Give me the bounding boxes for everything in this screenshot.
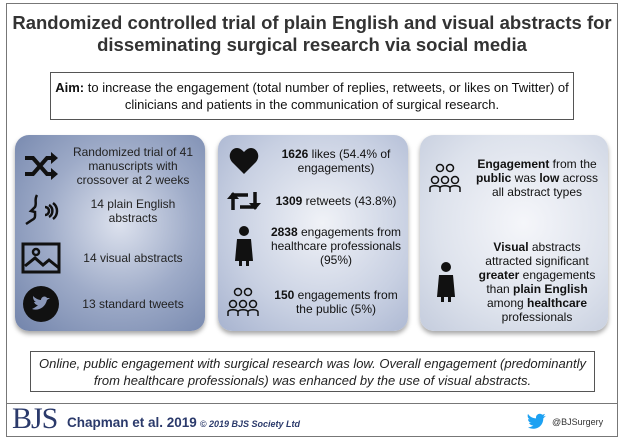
aim-box: Aim: to increase the engagement (total n… xyxy=(50,72,574,120)
list-item: 14 visual abstracts xyxy=(15,242,205,274)
shuffle-icon xyxy=(15,152,67,180)
twitter-icon xyxy=(15,285,67,323)
item-text: 1309 retweets (43.8%) xyxy=(275,194,397,208)
results-panel: 1626 likes (54.4% of engagements) 1309 r… xyxy=(218,135,408,331)
item-text: 2838 engagements from healthcare profess… xyxy=(270,225,402,267)
list-item: 1309 retweets (43.8%) xyxy=(218,190,408,212)
conclusion-box: Online, public engagement with surgical … xyxy=(30,351,595,392)
finding-text: Visual abstracts attracted significant g… xyxy=(478,240,596,324)
finding-healthcare: Visual abstracts attracted significant g… xyxy=(420,240,608,324)
aim-label: Aim: xyxy=(55,80,85,95)
finding-text: Engagement from the public was low acros… xyxy=(475,157,599,199)
list-item: Randomized trial of 41 manuscripts with … xyxy=(15,145,205,187)
copyright: © 2019 BJS Society Ltd xyxy=(199,419,300,429)
item-text: 1626 likes (54.4% of engagements) xyxy=(281,147,391,175)
surgeon-icon xyxy=(218,225,270,267)
list-item: 1626 likes (54.4% of engagements) xyxy=(218,147,408,175)
list-item: 14 plain English abstracts xyxy=(15,193,205,229)
findings-panel: Engagement from the public was low acros… xyxy=(420,135,608,331)
twitter-bird-icon xyxy=(527,413,546,429)
list-item: 13 standard tweets xyxy=(15,285,205,323)
item-text: 14 visual abstracts xyxy=(83,251,183,265)
item-text: 13 standard tweets xyxy=(82,297,184,311)
surgeon-icon xyxy=(420,261,472,303)
group-icon xyxy=(420,163,472,193)
footer-divider xyxy=(6,403,618,404)
heart-icon xyxy=(218,148,270,174)
frame xyxy=(6,3,618,437)
methods-panel: Randomized trial of 41 manuscripts with … xyxy=(15,135,205,331)
item-text: Randomized trial of 41 manuscripts with … xyxy=(72,145,194,187)
aim-text: to increase the engagement (total number… xyxy=(84,80,569,112)
retweet-icon xyxy=(218,190,270,212)
list-item: 2838 engagements from healthcare profess… xyxy=(218,225,408,267)
item-text: 14 plain English abstracts xyxy=(90,197,176,225)
list-item: 150 engagements from the public (5%) xyxy=(218,287,408,317)
twitter-handle[interactable]: @BJSurgery xyxy=(526,413,603,431)
page-title: Randomized controlled trial of plain Eng… xyxy=(12,12,612,55)
citation: Chapman et al. 2019 © 2019 BJS Society Lt… xyxy=(67,415,300,430)
bjs-logo: BJS xyxy=(12,402,58,435)
finding-public: Engagement from the public was low acros… xyxy=(420,157,608,199)
group-icon xyxy=(218,287,270,317)
item-text: 150 engagements from the public (5%) xyxy=(274,288,398,316)
image-icon xyxy=(15,242,67,274)
speaking-head-icon xyxy=(15,193,67,229)
